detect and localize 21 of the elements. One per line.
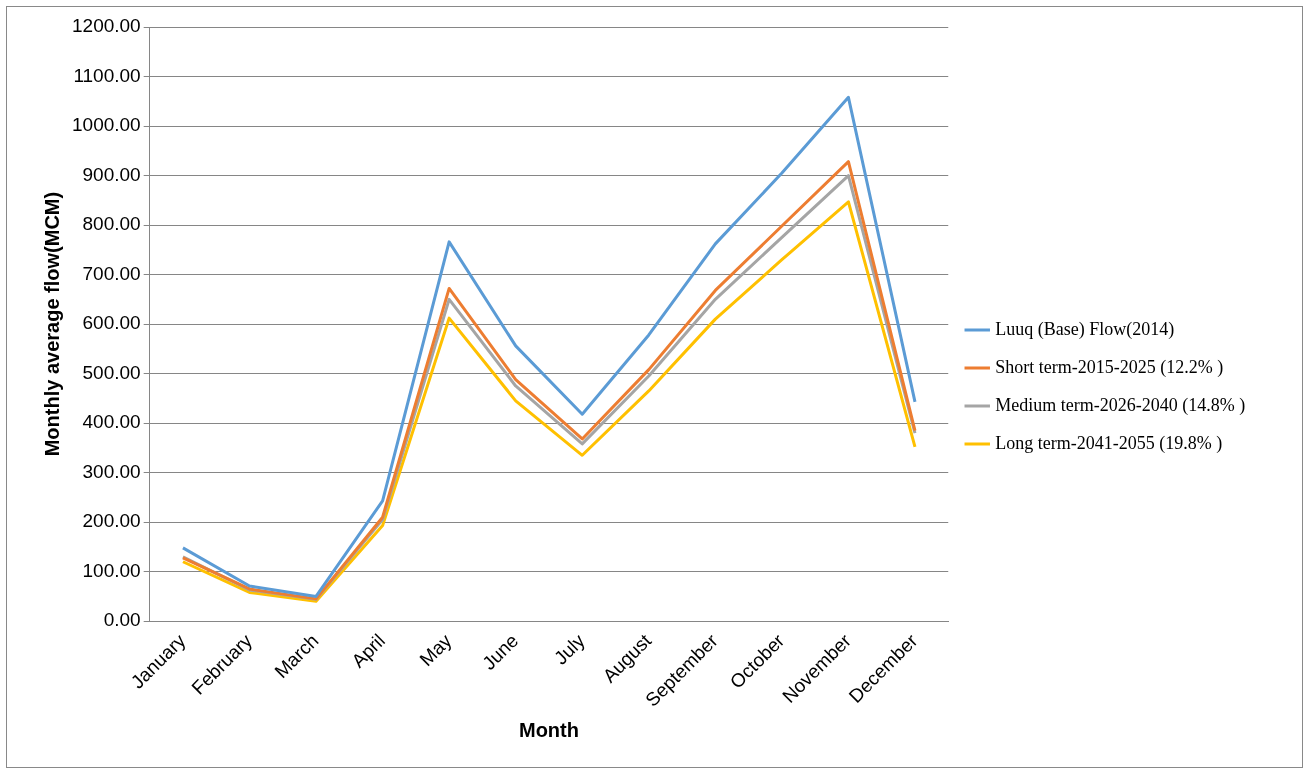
y-tick-label: 400.00 (82, 411, 141, 433)
y-tick-label: 0.00 (103, 609, 141, 631)
legend-label: Medium term-2026-2040 (14.8% ) (995, 394, 1246, 416)
y-tick-label: 200.00 (82, 510, 141, 532)
y-tick-label: 300.00 (82, 460, 141, 482)
y-tick-label: 700.00 (82, 262, 141, 284)
y-tick-label: 1200.00 (71, 15, 141, 37)
y-tick-label: 500.00 (82, 361, 141, 383)
y-tick-label: 800.00 (82, 213, 141, 235)
legend-label: Long term-2041-2055 (19.8% ) (995, 432, 1223, 454)
y-tick-label: 600.00 (82, 312, 141, 334)
legend-label: Short term-2015-2025 (12.2% ) (995, 356, 1224, 378)
y-tick-label: 900.00 (82, 163, 141, 185)
y-axis-title: Monthly average flow(MCM) (40, 191, 63, 457)
y-tick-label: 1100.00 (73, 64, 141, 86)
y-tick-label: 100.00 (82, 559, 141, 581)
x-axis-title: Month (518, 718, 579, 741)
x-tick-label: July (550, 629, 590, 669)
legend-label: Luuq (Base) Flow(2014) (995, 318, 1175, 340)
y-tick-label: 1000.00 (71, 114, 141, 136)
x-tick-label: May (415, 629, 457, 671)
